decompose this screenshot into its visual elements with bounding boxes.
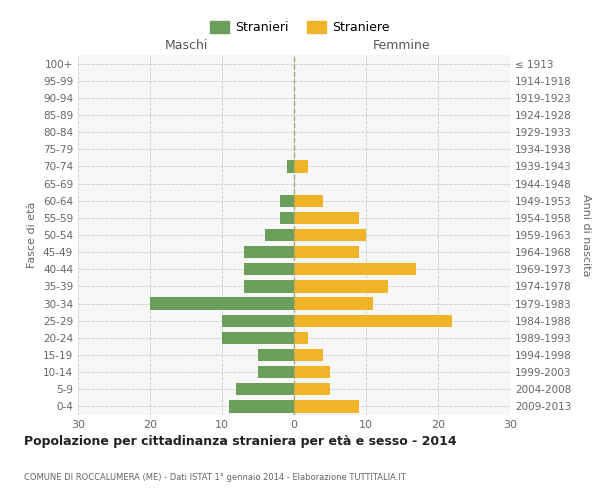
Bar — [294, 212, 359, 224]
Text: Maschi: Maschi — [164, 38, 208, 52]
Bar — [294, 332, 308, 344]
Text: Popolazione per cittadinanza straniera per età e sesso - 2014: Popolazione per cittadinanza straniera p… — [24, 435, 457, 448]
Bar — [294, 400, 359, 412]
Bar — [258, 366, 294, 378]
Text: Femmine: Femmine — [373, 38, 431, 52]
Bar — [150, 298, 294, 310]
Bar — [244, 280, 294, 292]
Bar — [287, 160, 294, 172]
Bar — [222, 332, 294, 344]
Bar — [294, 194, 323, 207]
Bar — [222, 314, 294, 327]
Bar — [236, 383, 294, 396]
Bar — [294, 366, 330, 378]
Bar — [244, 263, 294, 276]
Bar — [294, 349, 323, 361]
Bar — [294, 298, 373, 310]
Bar — [229, 400, 294, 412]
Y-axis label: Fasce di età: Fasce di età — [28, 202, 37, 268]
Bar — [294, 314, 452, 327]
Bar — [294, 246, 359, 258]
Text: COMUNE DI ROCCALUMERA (ME) - Dati ISTAT 1° gennaio 2014 - Elaborazione TUTTITALI: COMUNE DI ROCCALUMERA (ME) - Dati ISTAT … — [24, 472, 406, 482]
Bar — [258, 349, 294, 361]
Bar — [294, 229, 366, 241]
Bar — [294, 383, 330, 396]
Bar — [280, 212, 294, 224]
Bar — [280, 194, 294, 207]
Bar — [294, 263, 416, 276]
Bar — [294, 160, 308, 172]
Bar — [244, 246, 294, 258]
Bar — [294, 280, 388, 292]
Y-axis label: Anni di nascita: Anni di nascita — [581, 194, 591, 276]
Bar — [265, 229, 294, 241]
Legend: Stranieri, Straniere: Stranieri, Straniere — [210, 21, 390, 34]
